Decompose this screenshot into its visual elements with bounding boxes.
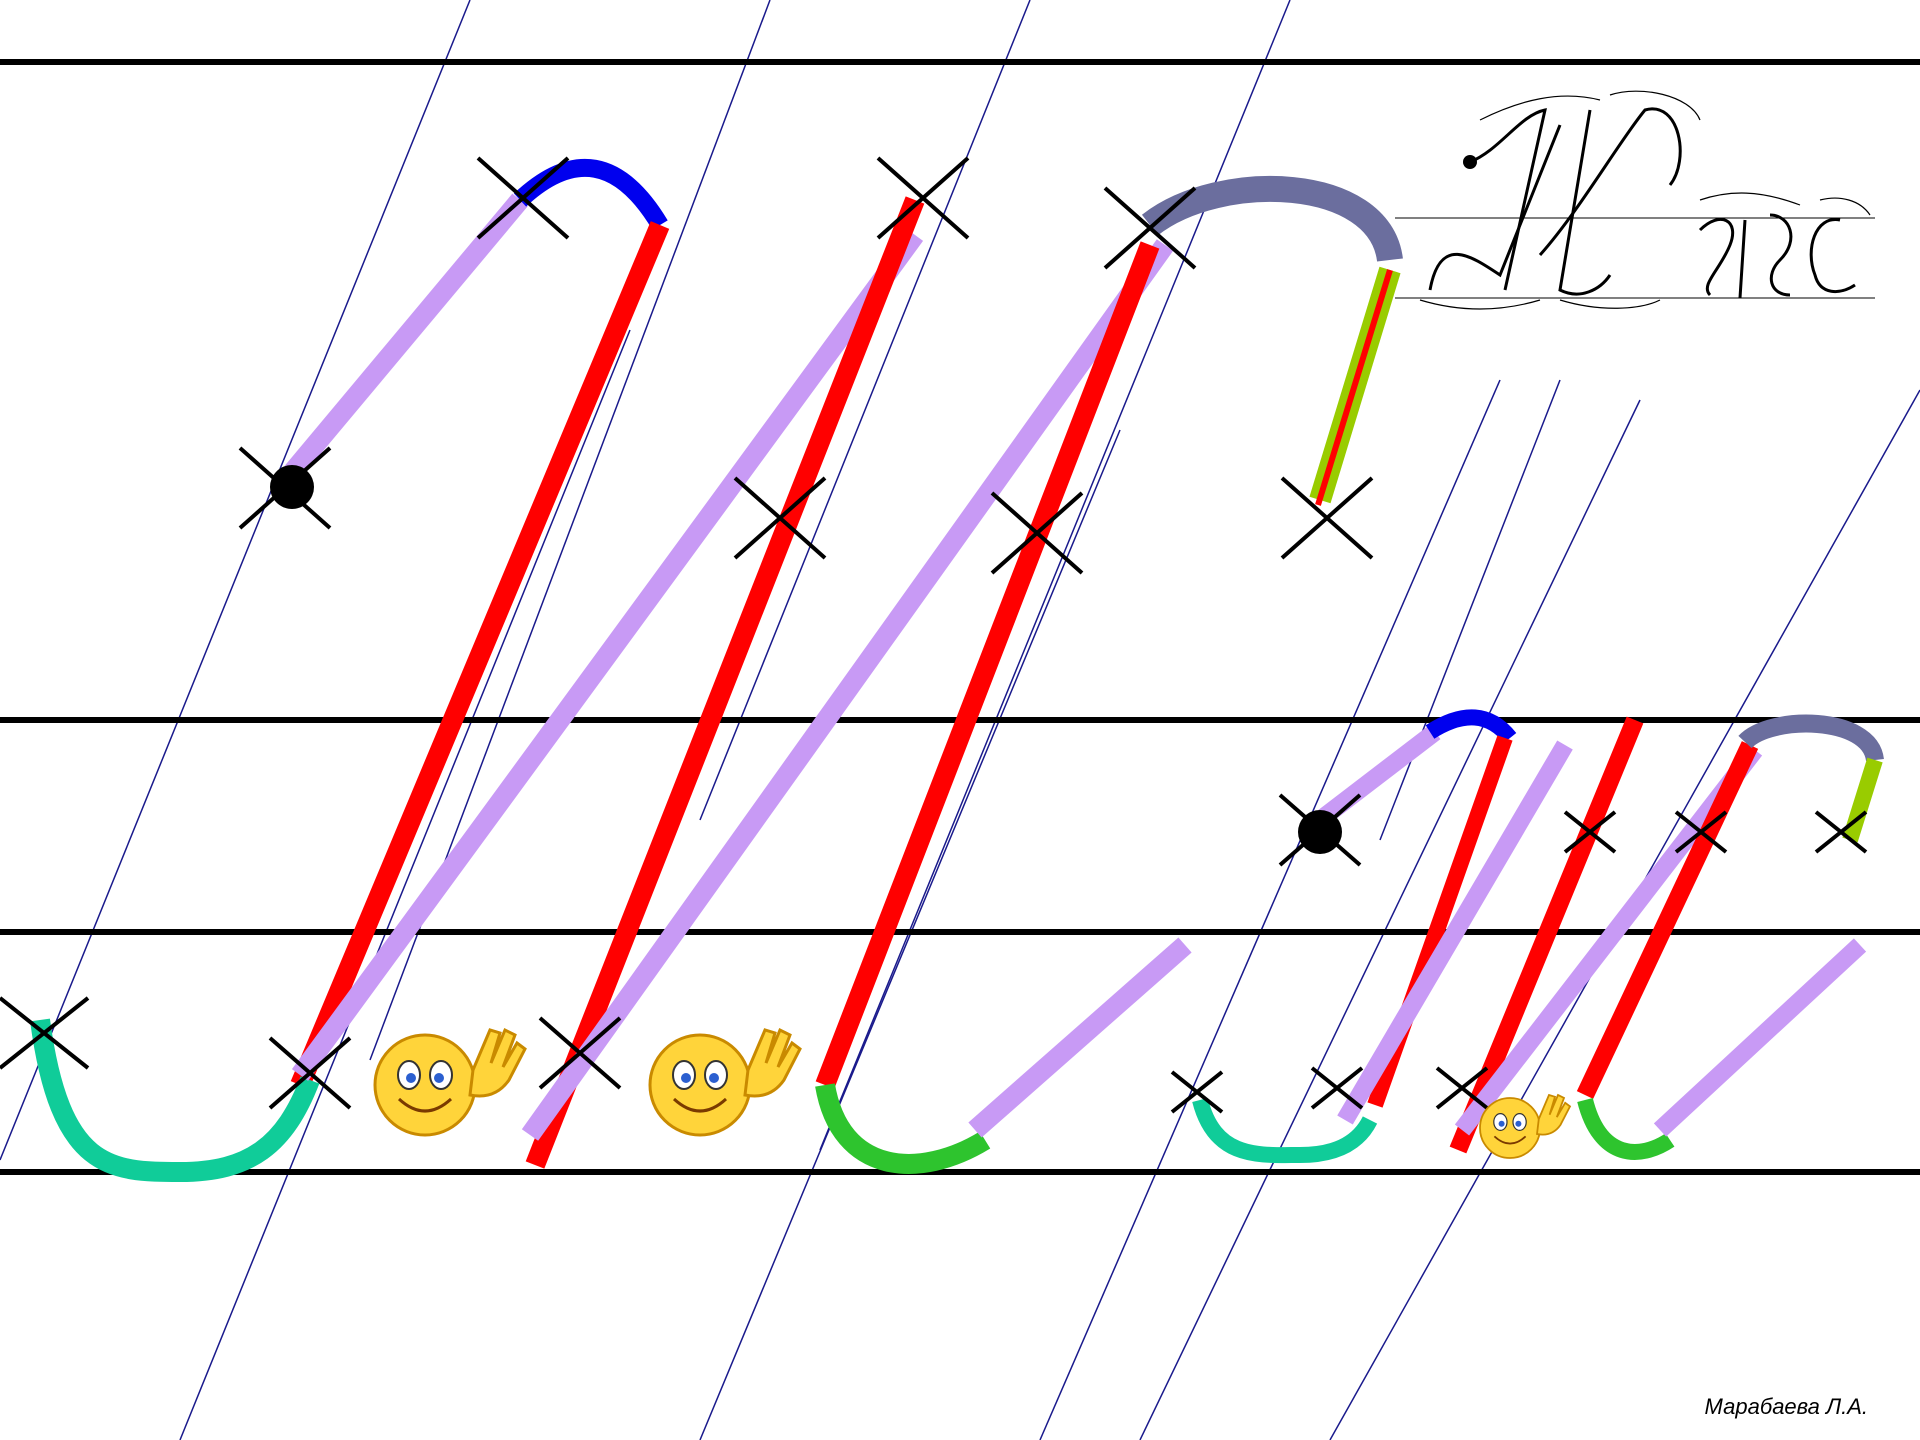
cross-mark-icon	[1310, 1066, 1364, 1110]
rule-lines	[0, 59, 1920, 1175]
capital-letter-strokes	[30, 159, 1403, 1183]
cross-mark-icon	[476, 156, 570, 240]
lowercase-letter-strokes	[1192, 709, 1884, 1164]
waving-smiley-icon	[1479, 1093, 1572, 1159]
cross-mark-icon	[990, 491, 1084, 575]
author-credit: Марабаева Л.А.	[1704, 1394, 1868, 1419]
cross-mark-icon	[538, 1016, 622, 1090]
cross-mark-icon	[1814, 810, 1868, 854]
cross-mark-icon	[876, 156, 970, 240]
start-dot-icon	[270, 465, 314, 509]
cross-mark-icon	[1674, 810, 1728, 854]
cross-mark-icon	[1563, 810, 1617, 854]
cross-mark-icon	[0, 996, 90, 1070]
cross-mark-icon	[733, 476, 827, 560]
start-dot-icon	[1298, 810, 1342, 854]
cross-mark-icon	[1170, 1070, 1224, 1114]
cross-mark-icon	[268, 1036, 352, 1110]
cross-mark-icon	[1280, 476, 1374, 560]
cursive-letter-sample-icon	[1395, 90, 1875, 310]
cross-mark-icon	[1103, 186, 1197, 270]
waving-smiley-icon	[373, 1027, 527, 1137]
waving-smiley-icon	[648, 1027, 802, 1137]
cross-mark-icon	[1435, 1066, 1489, 1110]
